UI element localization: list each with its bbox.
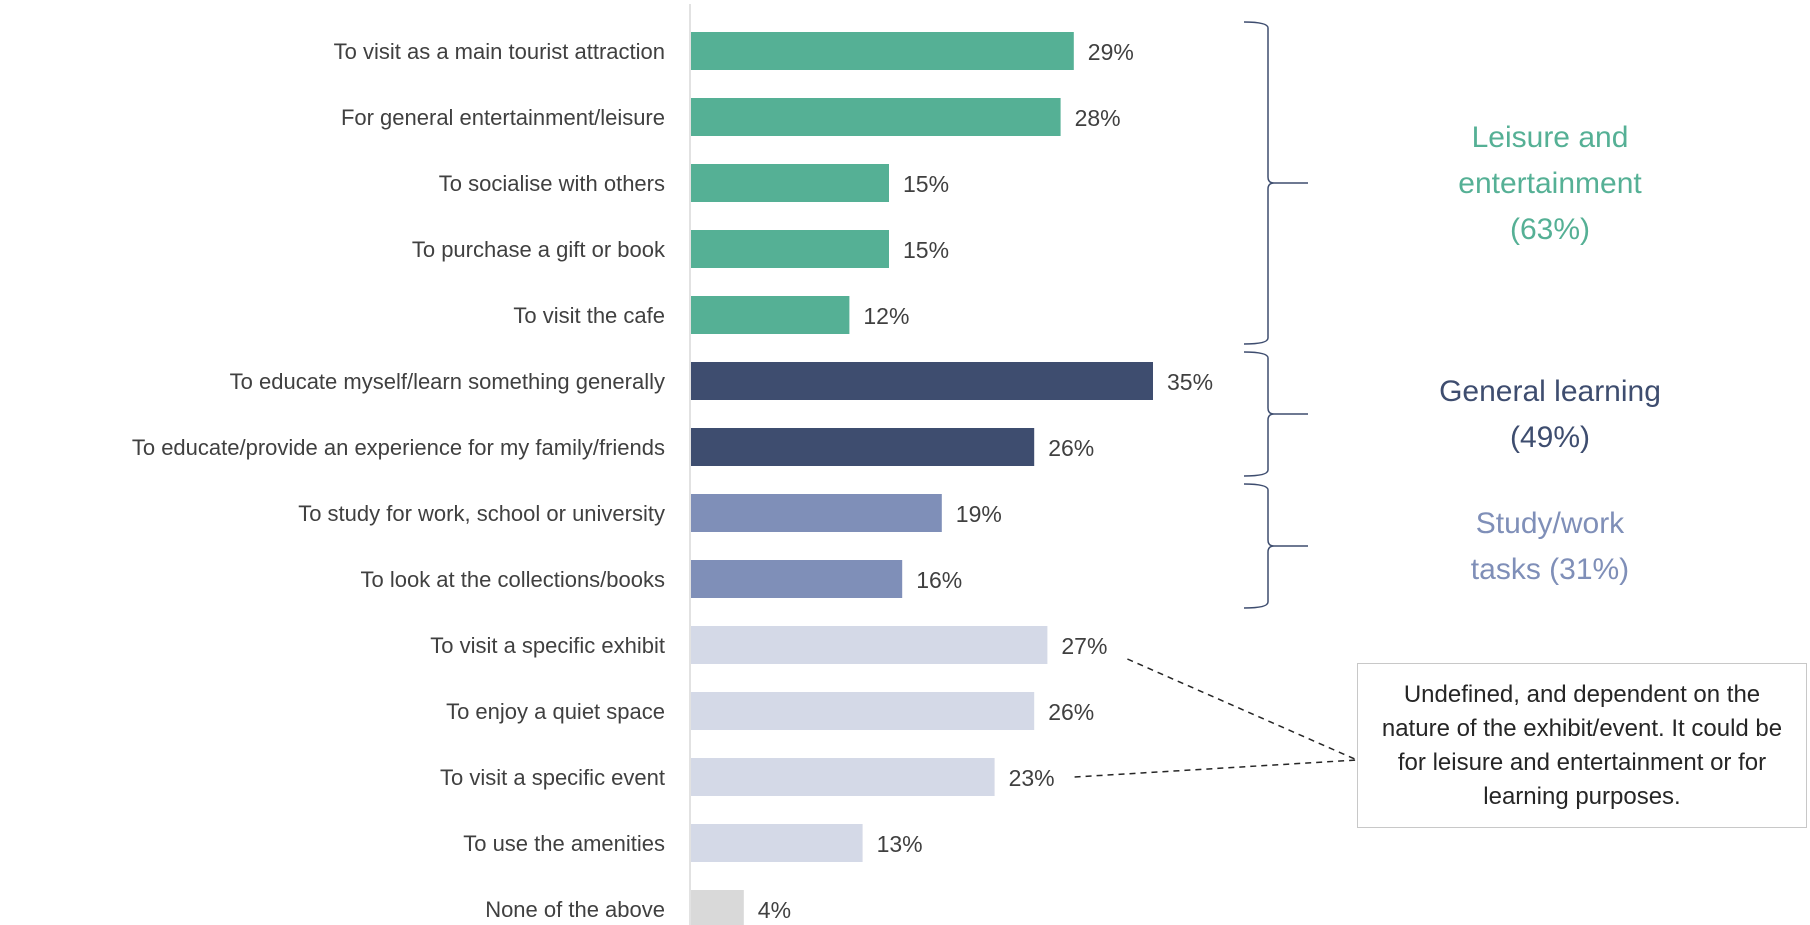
bar: [691, 758, 995, 796]
group-label: General learning (49%): [1439, 375, 1661, 454]
group-bracket: [1243, 351, 1308, 477]
value-label: 26%: [1048, 435, 1094, 461]
value-label: 23%: [1009, 765, 1055, 791]
value-label: 35%: [1167, 369, 1213, 395]
category-label: None of the above: [485, 897, 665, 922]
bar: [691, 890, 744, 925]
category-label: To educate myself/learn something genera…: [230, 369, 665, 394]
brackets-layer: Leisure and entertainment (63%) General lea…: [1243, 21, 1661, 609]
category-label: To look at the collections/books: [360, 567, 665, 592]
bar: [691, 32, 1074, 70]
annotation-text: Undefined, and dependent on the nature o…: [1381, 680, 1783, 810]
value-label: 15%: [903, 237, 949, 263]
value-label: 16%: [916, 567, 962, 593]
value-label: 4%: [758, 897, 791, 923]
bar: [691, 428, 1035, 466]
category-label: For general entertainment/leisure: [341, 105, 665, 130]
group-bracket: [1243, 21, 1308, 345]
bar: [691, 296, 850, 334]
bar: [691, 98, 1061, 136]
category-label: To use the amenities: [463, 831, 665, 856]
category-label: To purchase a gift or book: [412, 237, 666, 262]
category-label: To visit the cafe: [513, 303, 665, 328]
category-label: To educate/provide an experience for my …: [132, 435, 665, 460]
category-label: To study for work, school or university: [298, 501, 665, 526]
value-label: 13%: [877, 831, 923, 857]
value-label: 19%: [956, 501, 1002, 527]
bars-layer: To visit as a main tourist attraction 29%…: [132, 4, 1213, 925]
value-label: 15%: [903, 171, 949, 197]
category-label: To visit a specific exhibit: [430, 633, 665, 658]
bar: [691, 626, 1048, 664]
bar: [691, 494, 942, 532]
group-label: Study/work tasks (31%): [1471, 507, 1629, 586]
bar: [691, 230, 889, 268]
leader-lines: [1074, 658, 1358, 778]
bar: [691, 692, 1035, 730]
leader-line: [1127, 658, 1358, 761]
category-label: To socialise with others: [439, 171, 665, 196]
bar: [691, 824, 863, 862]
value-label: 28%: [1075, 105, 1121, 131]
value-label: 12%: [863, 303, 909, 329]
value-label: 26%: [1048, 699, 1094, 725]
bar: [691, 164, 889, 202]
value-label: 27%: [1061, 633, 1107, 659]
group-bracket: [1243, 483, 1308, 609]
category-label: To visit a specific event: [440, 765, 665, 790]
annotation-callout: Undefined, and dependent on the nature o…: [1357, 663, 1807, 828]
value-label: 29%: [1088, 39, 1134, 65]
category-label: To enjoy a quiet space: [446, 699, 665, 724]
leader-line: [1074, 759, 1358, 778]
group-label: Leisure and entertainment (63%): [1458, 121, 1642, 246]
bar: [691, 362, 1153, 400]
category-label: To visit as a main tourist attraction: [334, 39, 665, 64]
bar: [691, 560, 903, 598]
